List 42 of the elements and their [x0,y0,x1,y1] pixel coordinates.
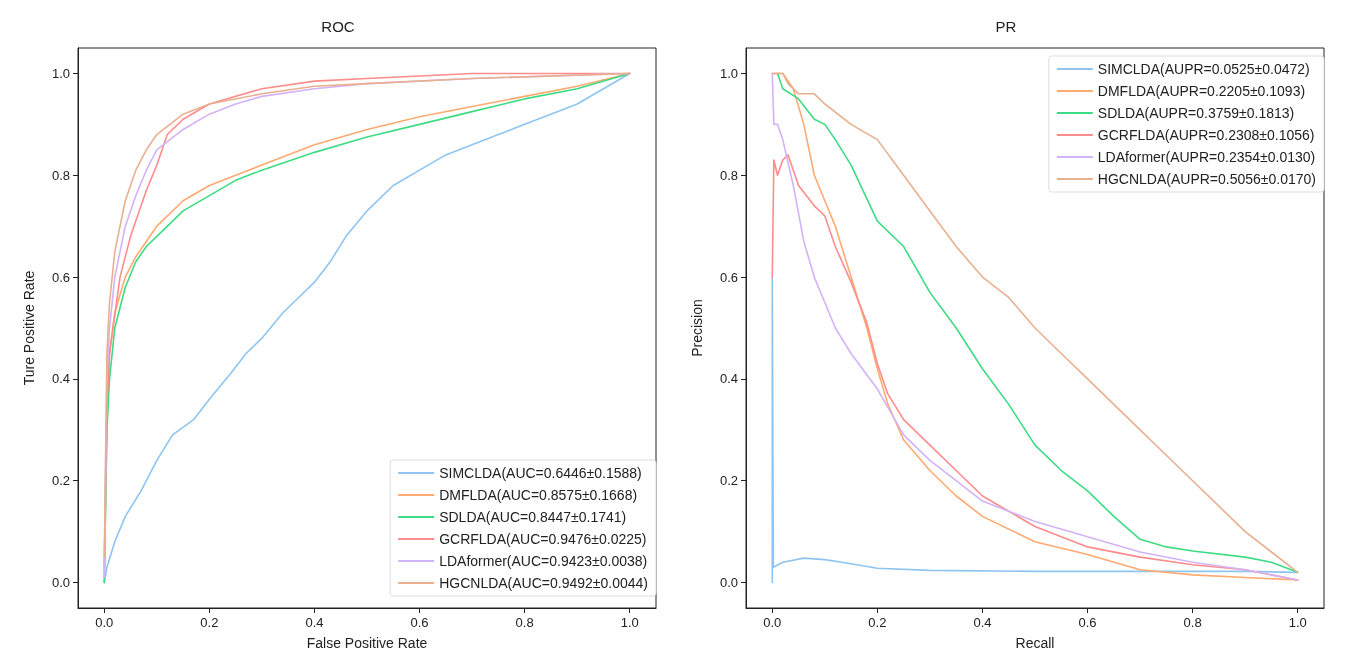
x-tick-label: 1.0 [1288,615,1307,630]
chart-title: PR [995,18,1017,35]
y-axis-title: Ture Positive Rate [21,270,37,386]
legend-label: SIMCLDA(AUC=0.6446±0.1588) [439,465,642,481]
x-tick-label: 0.8 [515,615,534,630]
x-axis-title: Recall [1015,635,1055,651]
x-axis-title: False Positive Rate [306,635,428,651]
x-tick-label: 0.4 [305,615,324,630]
x-tick-label: 0.0 [95,615,114,630]
y-tick-label: 0.8 [719,167,738,183]
legend-label: SDLDA(AUPR=0.3759±0.1813) [1097,105,1295,121]
y-tick-label: 0.6 [51,269,70,285]
y-tick-label: 0.0 [719,575,738,591]
chart-title: ROC [321,18,355,35]
y-tick-label: 1.0 [51,65,70,81]
y-tick-label: 0.4 [719,371,738,387]
x-tick-label: 0.2 [868,615,887,630]
x-tick-label: 0.6 [410,615,429,630]
x-tick-label: 0.4 [973,615,992,630]
legend-label: LDAformer(AUPR=0.2354±0.0130) [1097,149,1316,165]
y-tick-label: 0.6 [719,269,738,285]
x-tick-label: 0.6 [1078,615,1097,630]
x-tick-label: 0.0 [763,615,782,630]
legend-label: SIMCLDA(AUPR=0.0525±0.0472) [1097,61,1310,77]
y-tick-label: 0.2 [51,473,70,489]
y-axis-title: Precision [689,299,705,357]
legend-label: DMFLDA(AUPR=0.2205±0.1093) [1097,83,1306,99]
legend-label: DMFLDA(AUC=0.8575±0.1668) [439,487,638,503]
x-tick-label: 1.0 [620,615,639,630]
y-tick-label: 0.4 [51,371,70,387]
y-tick-label: 0.2 [719,473,738,489]
y-tick-label: 0.8 [51,167,70,183]
legend-label: HGCNLDA(AUC=0.9492±0.0044) [439,575,649,591]
y-tick-label: 1.0 [719,65,738,81]
legend-label: LDAformer(AUC=0.9423±0.0038) [439,553,648,569]
legend-label: GCRFLDA(AUPR=0.2308±0.1056) [1097,127,1315,143]
legend-label: SDLDA(AUC=0.8447±0.1741) [439,509,627,525]
legend-label: GCRFLDA(AUC=0.9476±0.0225) [439,531,647,547]
legend-label: HGCNLDA(AUPR=0.5056±0.0170) [1097,171,1317,187]
x-tick-label: 0.8 [1183,615,1202,630]
x-tick-label: 0.2 [200,615,219,630]
y-tick-label: 0.0 [51,575,70,591]
